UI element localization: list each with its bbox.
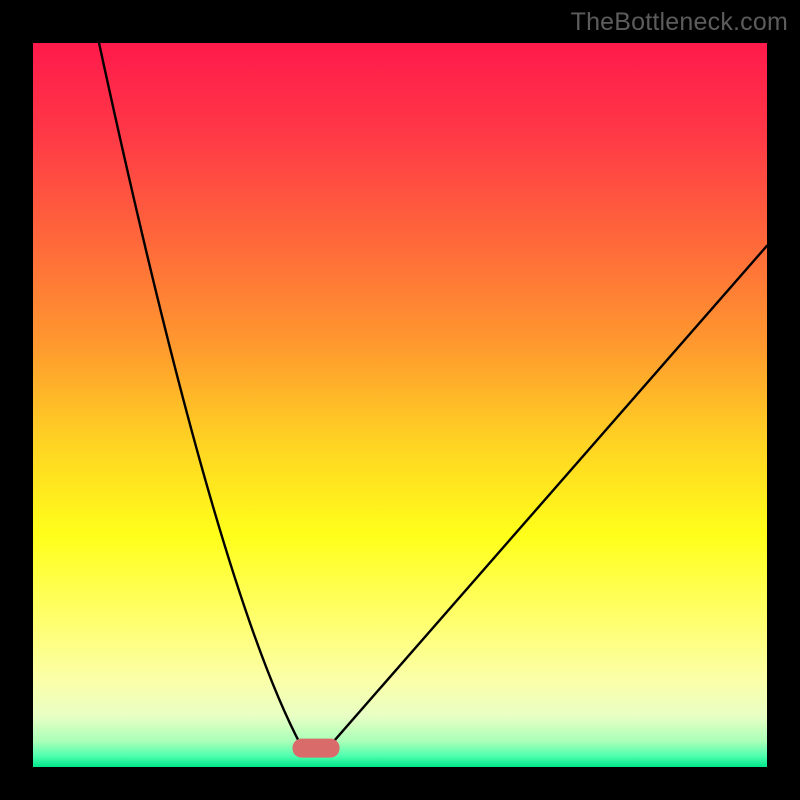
optimum-marker (292, 739, 339, 758)
watermark-text: TheBottleneck.com (571, 8, 788, 37)
bottleneck-curve (33, 43, 767, 767)
chart-container: TheBottleneck.com (0, 0, 800, 800)
plot-area (33, 43, 767, 767)
